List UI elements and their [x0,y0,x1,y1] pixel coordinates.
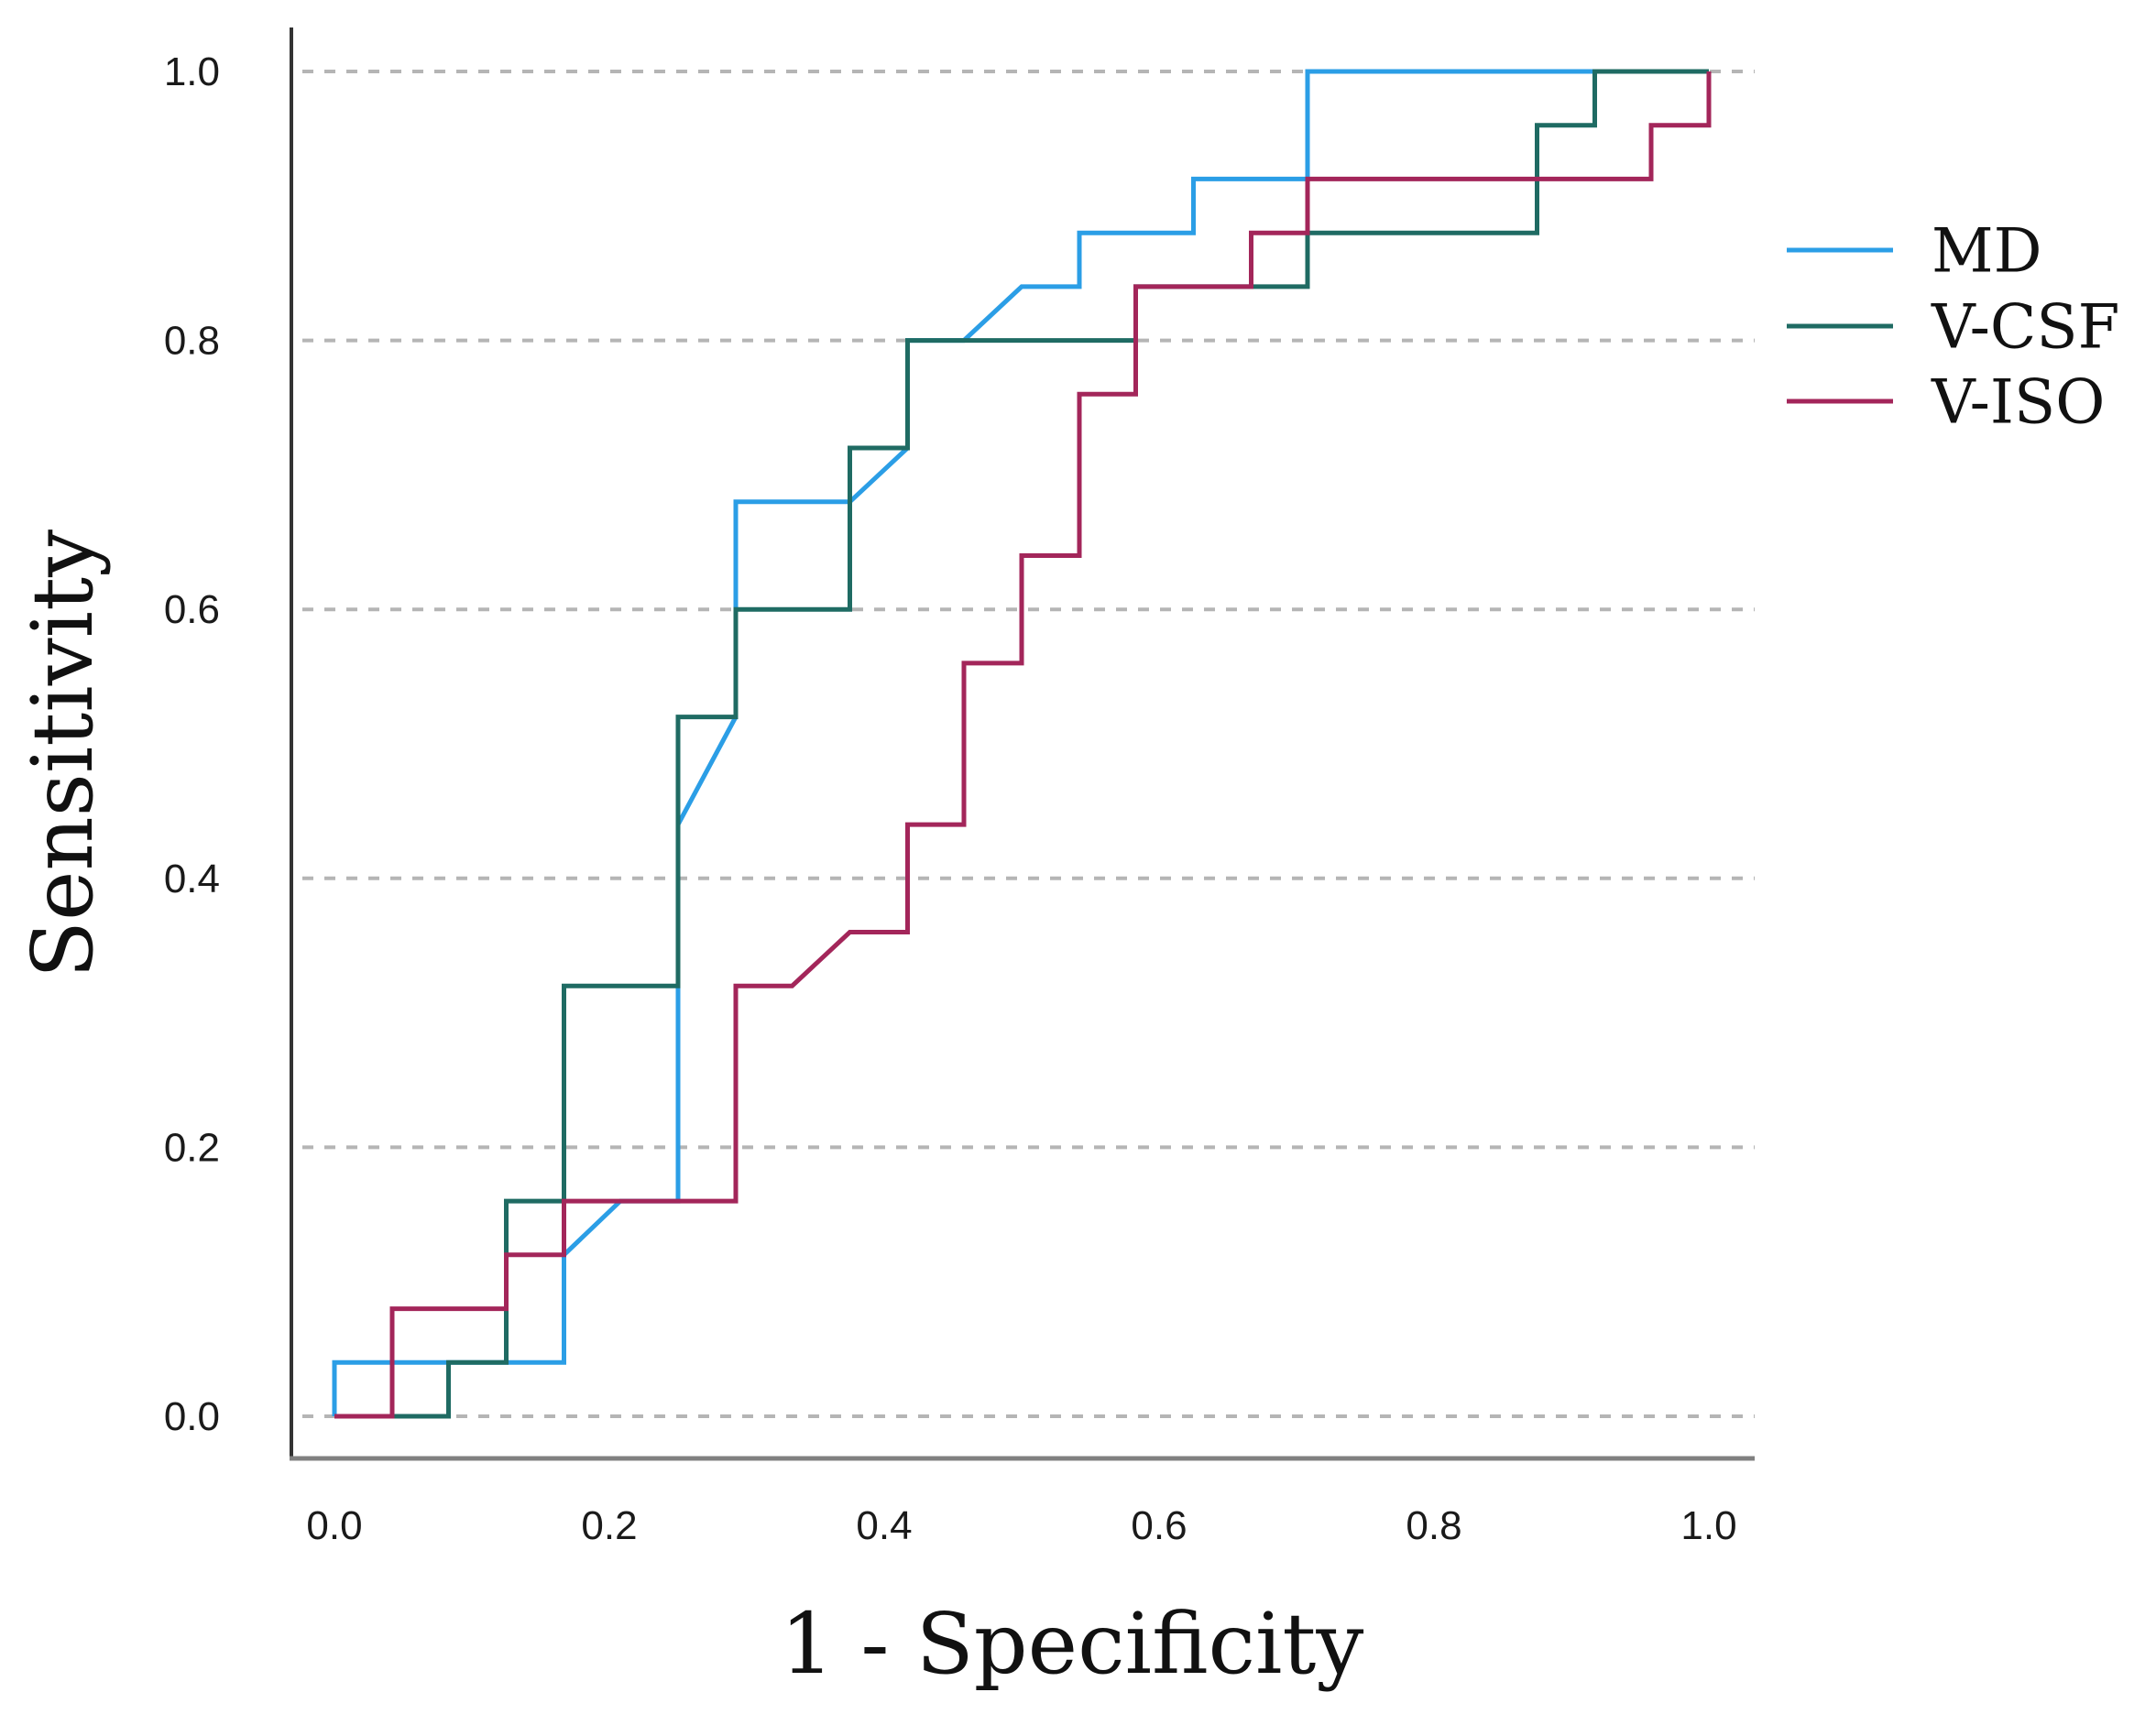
legend-label-v-iso: V-ISO [1931,367,2105,438]
y-tick-label: 0.2 [164,1125,220,1170]
gridlines [302,70,1755,1418]
series-lines [332,69,1712,1419]
series-line-md [332,69,1709,1416]
x-tick-label: 0.4 [856,1503,912,1548]
x-tick-labels: 0.0 0.2 0.4 0.6 0.8 1.0 [306,1503,1736,1548]
x-axis-title: 1 - Specificity [781,1595,1364,1693]
legend-label-v-csf: V-CSF [1931,292,2119,363]
x-tick-label: 0.2 [581,1503,637,1548]
y-tick-labels: 0.0 0.2 0.4 0.6 0.8 1.0 [164,49,220,1439]
series-line-v-csf [334,69,1709,1419]
x-tick-label: 0.6 [1131,1503,1187,1548]
x-tick-label: 0.0 [306,1503,362,1548]
axes [290,27,1755,1461]
y-tick-label: 1.0 [164,49,220,94]
y-tick-label: 0.0 [164,1394,220,1439]
y-tick-label: 0.6 [164,587,220,632]
legend-label-md: MD [1932,216,2042,287]
y-axis-title: Sensitivity [14,530,112,978]
y-tick-label: 0.4 [164,857,220,901]
x-tick-label: 0.8 [1406,1503,1461,1548]
y-tick-label: 0.8 [164,319,220,364]
x-tick-label: 1.0 [1680,1503,1736,1548]
series-line-v-iso [334,71,1712,1419]
